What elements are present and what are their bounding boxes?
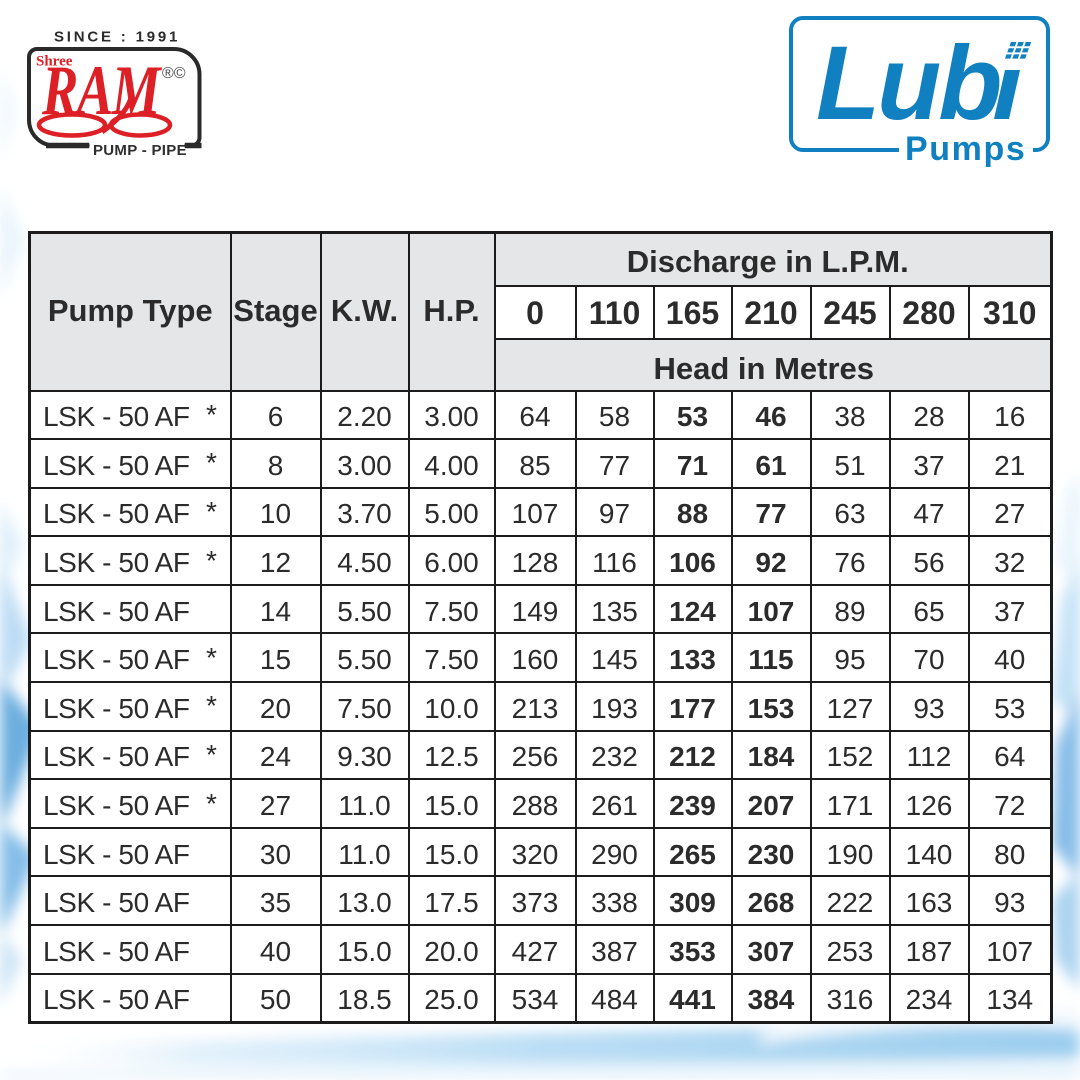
- svg-text:Lub: Lub: [816, 25, 1000, 142]
- svg-text:PUMP - PIPE: PUMP - PIPE: [93, 142, 187, 159]
- svg-text:SINCE : 1991: SINCE : 1991: [54, 29, 180, 46]
- svg-text:®©: ®©: [162, 65, 186, 82]
- svg-text:Pumps: Pumps: [905, 130, 1026, 168]
- svg-text:Shree: Shree: [36, 54, 73, 70]
